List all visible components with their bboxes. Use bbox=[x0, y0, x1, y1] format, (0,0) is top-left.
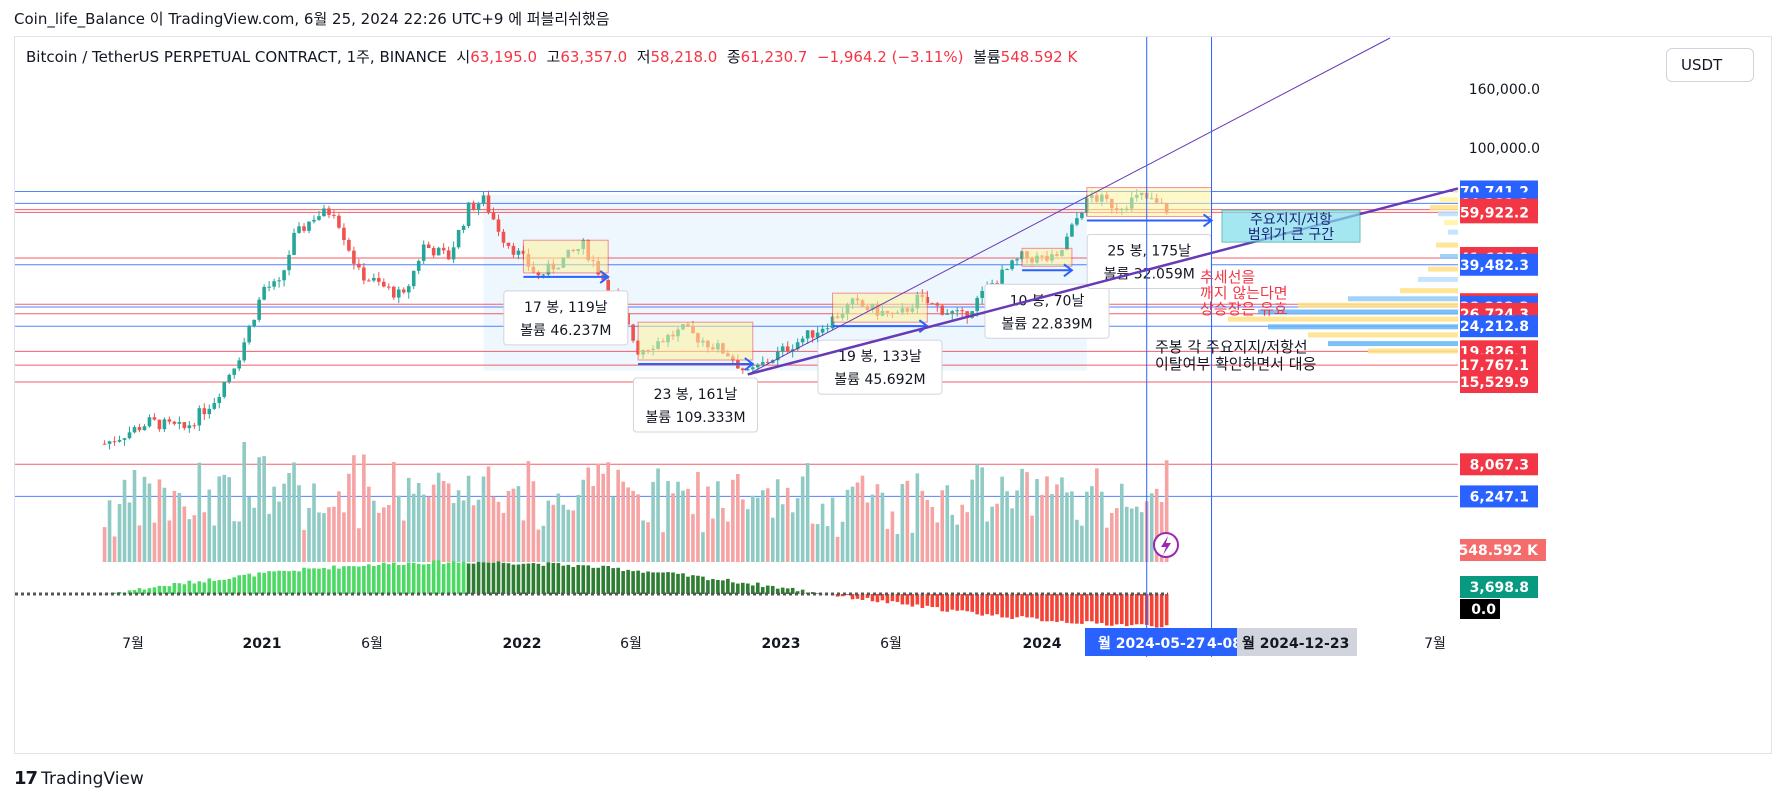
currency-button[interactable]: USDT bbox=[1666, 48, 1754, 82]
tradingview-logo[interactable]: 17 TradingView bbox=[14, 768, 144, 789]
close-value: 61,230.7 bbox=[740, 48, 808, 66]
volume-label: 볼륨 bbox=[973, 48, 1001, 66]
close-label: 종 bbox=[726, 48, 741, 66]
tradingview-logo-icon: 17 bbox=[14, 768, 38, 789]
open-value: 63,195.0 bbox=[470, 48, 537, 66]
change-value: −1,964.2 (−3.11%) bbox=[817, 48, 964, 66]
high-label: 고 bbox=[546, 48, 561, 66]
open-label: 시 bbox=[456, 48, 471, 66]
publish-header: Coin_life_Balance 이 TradingView.com, 6월 … bbox=[14, 10, 610, 28]
volume-value: 548.592 K bbox=[1000, 48, 1078, 66]
low-value: 58,218.0 bbox=[650, 48, 718, 66]
symbol-name: Bitcoin / TetherUS PERPETUAL CONTRACT, 1… bbox=[26, 48, 447, 66]
tradingview-brand: TradingView bbox=[41, 768, 144, 789]
low-label: 저 bbox=[636, 48, 651, 66]
symbol-info-line: Bitcoin / TetherUS PERPETUAL CONTRACT, 1… bbox=[26, 46, 1077, 67]
chart-frame[interactable] bbox=[14, 36, 1772, 754]
high-value: 63,357.0 bbox=[560, 48, 628, 66]
